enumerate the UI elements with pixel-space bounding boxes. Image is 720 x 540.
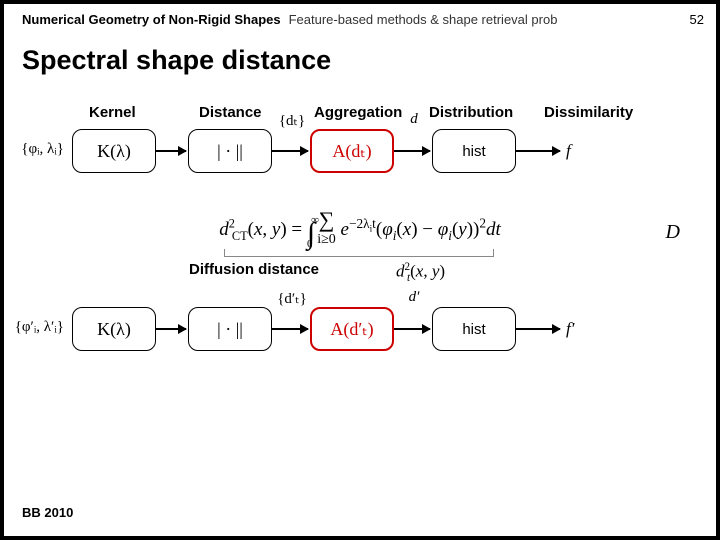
arrow-2c xyxy=(394,328,430,330)
distribution-node-1: hist xyxy=(432,129,516,173)
col-kernel: Kernel xyxy=(89,104,199,121)
distance-node-1: | · || xyxy=(188,129,272,173)
distribution-node-2: hist xyxy=(432,307,516,351)
arrow-2a xyxy=(156,328,186,330)
arrow-2b xyxy=(272,328,308,330)
arrow-1b xyxy=(272,150,308,152)
aggregation-node-2: A(d′ₜ) xyxy=(310,307,394,351)
pipeline-row-1: {φᵢ, λᵢ} K(λ) | · || {dₜ} A(dₜ) d hist f xyxy=(4,129,716,189)
diffusion-d2: d2t(x, y) xyxy=(396,261,445,284)
header-page: 52 xyxy=(690,12,704,27)
arrow-1c xyxy=(394,150,430,152)
diffusion-label: Diffusion distance xyxy=(189,261,319,278)
kernel-node-2: K(λ) xyxy=(72,307,156,351)
slide-title: Spectral shape distance xyxy=(4,27,716,76)
arrow-1a xyxy=(156,150,186,152)
col-distribution: Distribution xyxy=(429,104,544,121)
diffusion-row: Diffusion distance d2t(x, y) xyxy=(4,261,716,291)
edge-dt-2: {d′ₜ} xyxy=(274,289,310,308)
slide: Numerical Geometry of Non-Rigid Shapes F… xyxy=(4,4,716,536)
pipeline-row-2: {φ′ᵢ, λ′ᵢ} K(λ) | · || {d′ₜ} A(d′ₜ) d′ h… xyxy=(4,307,716,367)
arrow-2d xyxy=(516,328,560,330)
bracket xyxy=(224,249,494,257)
col-dissimilarity: Dissimilarity xyxy=(544,104,633,121)
edge-d-2: d′ xyxy=(396,289,432,306)
formula-body: e−2λit(φi(x) − φi(y))2dt xyxy=(341,219,501,240)
eigen-input-2: {φ′ᵢ, λ′ᵢ} xyxy=(6,319,64,336)
aggregation-node-1: A(dₜ) xyxy=(310,129,394,173)
header-subtitle: Feature-based methods & shape retrieval … xyxy=(289,12,558,27)
output-f-2: f′ xyxy=(566,319,574,339)
big-d-label: D xyxy=(666,221,680,244)
output-f-1: f xyxy=(566,141,571,161)
distance-node-2: | · || xyxy=(188,307,272,351)
edge-d-1: d xyxy=(396,111,432,128)
header-course: Numerical Geometry of Non-Rigid Shapes xyxy=(22,12,281,27)
kernel-node-1: K(λ) xyxy=(72,129,156,173)
eigen-input-1: {φᵢ, λᵢ} xyxy=(10,141,64,158)
sum-sign: ∑i≥0 xyxy=(317,213,336,248)
column-headers: Kernel Distance Aggregation Distribution… xyxy=(4,104,716,121)
edge-dt-1: {dₜ} xyxy=(274,111,310,130)
footer: BB 2010 xyxy=(22,505,73,520)
formula-lhs: d2CT(x, y) = xyxy=(219,219,307,240)
arrow-1d xyxy=(516,150,560,152)
header: Numerical Geometry of Non-Rigid Shapes F… xyxy=(4,4,716,27)
